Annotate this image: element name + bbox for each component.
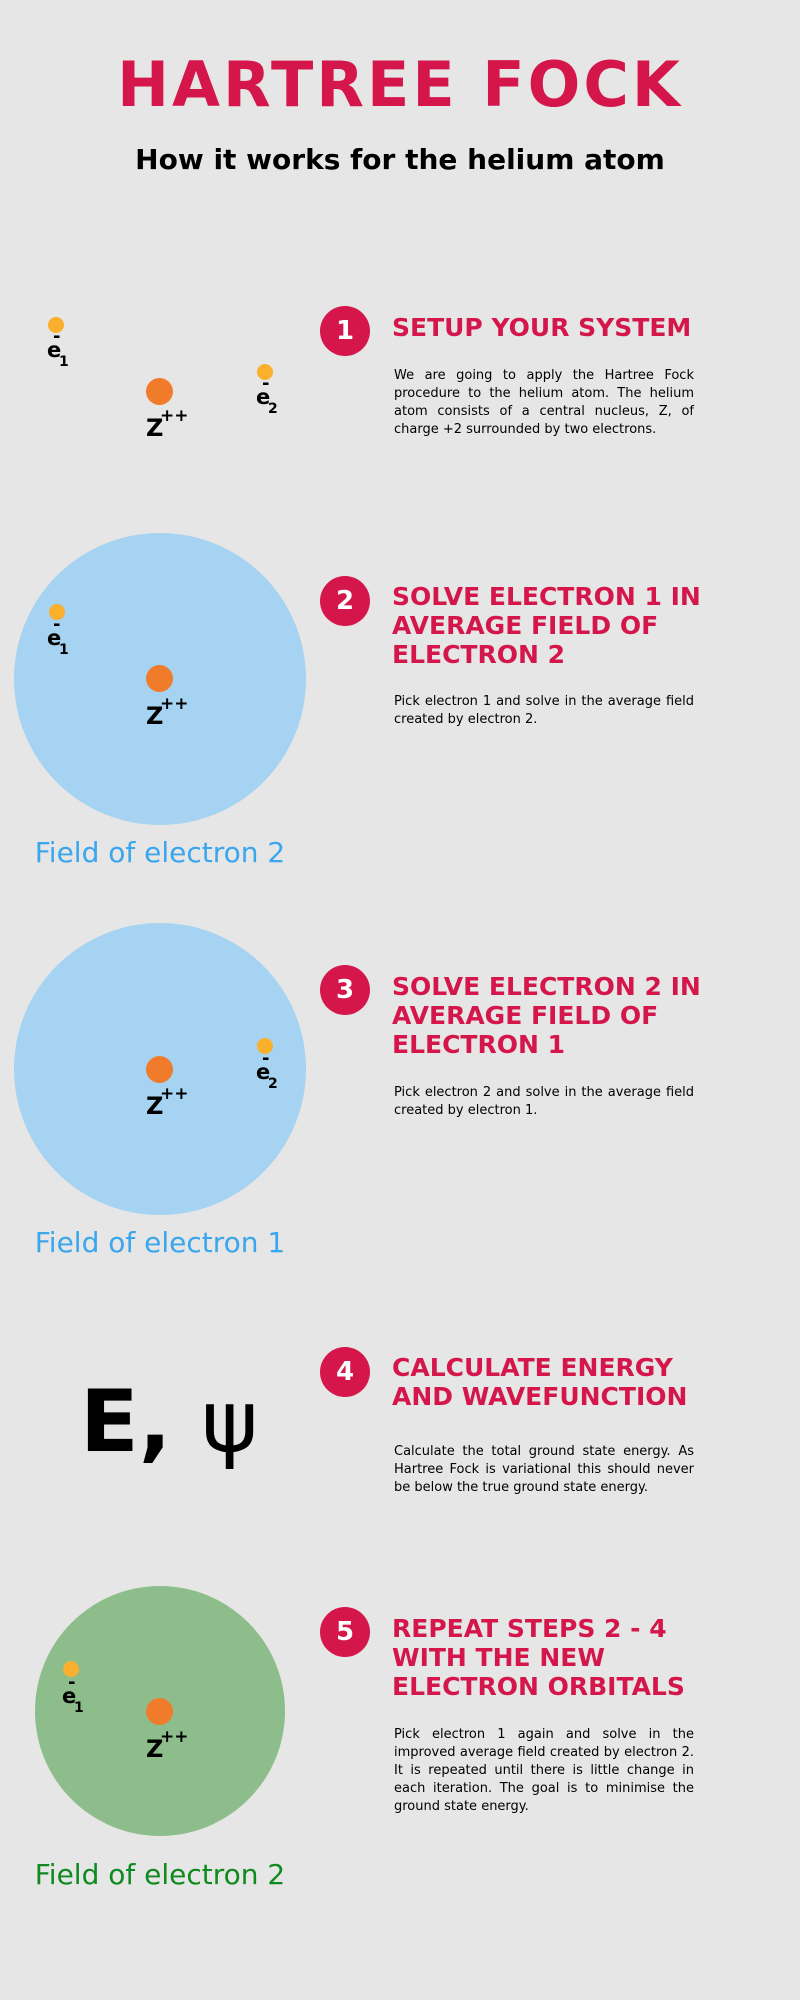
electron-2-dot: [257, 1038, 273, 1054]
nucleus-dot: [146, 665, 173, 692]
step-1-body: We are going to apply the Hartree Fock p…: [394, 368, 694, 437]
electron-1-dot: [49, 604, 65, 620]
step-5-heading: REPEAT STEPS 2 - 4 WITH THE NEW ELECTRON…: [392, 1614, 685, 1701]
page-subtitle: How it works for the helium atom: [135, 143, 665, 176]
step-1-diagram: e-1 e-2 Z ++: [0, 300, 300, 460]
step-4-body: Calculate the total ground state energy.…: [394, 1444, 694, 1495]
electron-2-dot: [257, 364, 273, 380]
nucleus-dot: [146, 1698, 173, 1725]
step-5-body: Pick electron 1 again and solve in the i…: [394, 1727, 694, 1814]
step-4-heading: CALCULATE ENERGY AND WAVEFUNCTION: [392, 1353, 688, 1411]
nucleus-dot: [146, 378, 173, 405]
step-2-badge: 2: [320, 576, 370, 626]
nucleus-label: Z ++: [146, 406, 189, 442]
electron-1-label: e-1: [47, 326, 69, 370]
step-1-badge: 1: [320, 306, 370, 356]
nucleus-label: Z ++: [146, 694, 189, 730]
electron-1-label: e-1: [47, 614, 69, 658]
page-title: HARTREE FOCK: [117, 48, 683, 121]
step-4-badge: 4: [320, 1347, 370, 1397]
field-label: Field of electron 2: [34, 836, 286, 869]
energy-symbol: E,: [80, 1372, 172, 1472]
energy-wavefunction-symbols: E, ψ: [80, 1372, 258, 1472]
nucleus-dot: [146, 1056, 173, 1083]
step-5-badge: 5: [320, 1607, 370, 1657]
nucleus-label: Z ++: [146, 1084, 189, 1120]
electron-2-label: e-2: [256, 373, 278, 417]
nucleus-label: Z ++: [146, 1727, 189, 1763]
electron-1-dot: [63, 1661, 79, 1677]
field-label: Field of electron 1: [34, 1226, 286, 1259]
step-3-heading: SOLVE ELECTRON 2 IN AVERAGE FIELD OF ELE…: [392, 972, 701, 1059]
electron-1-dot: [48, 317, 64, 333]
step-2-body: Pick electron 1 and solve in the average…: [394, 694, 694, 727]
electron-2-label: e-2: [256, 1048, 278, 1092]
field-label: Field of electron 2: [34, 1858, 286, 1891]
wavefunction-symbol: ψ: [201, 1372, 259, 1472]
step-3-body: Pick electron 2 and solve in the average…: [394, 1085, 694, 1118]
electron-1-label: e-1: [62, 1672, 84, 1716]
step-2-heading: SOLVE ELECTRON 1 IN AVERAGE FIELD OF ELE…: [392, 582, 701, 669]
step-1-heading: SETUP YOUR SYSTEM: [392, 313, 692, 342]
step-3-badge: 3: [320, 965, 370, 1015]
